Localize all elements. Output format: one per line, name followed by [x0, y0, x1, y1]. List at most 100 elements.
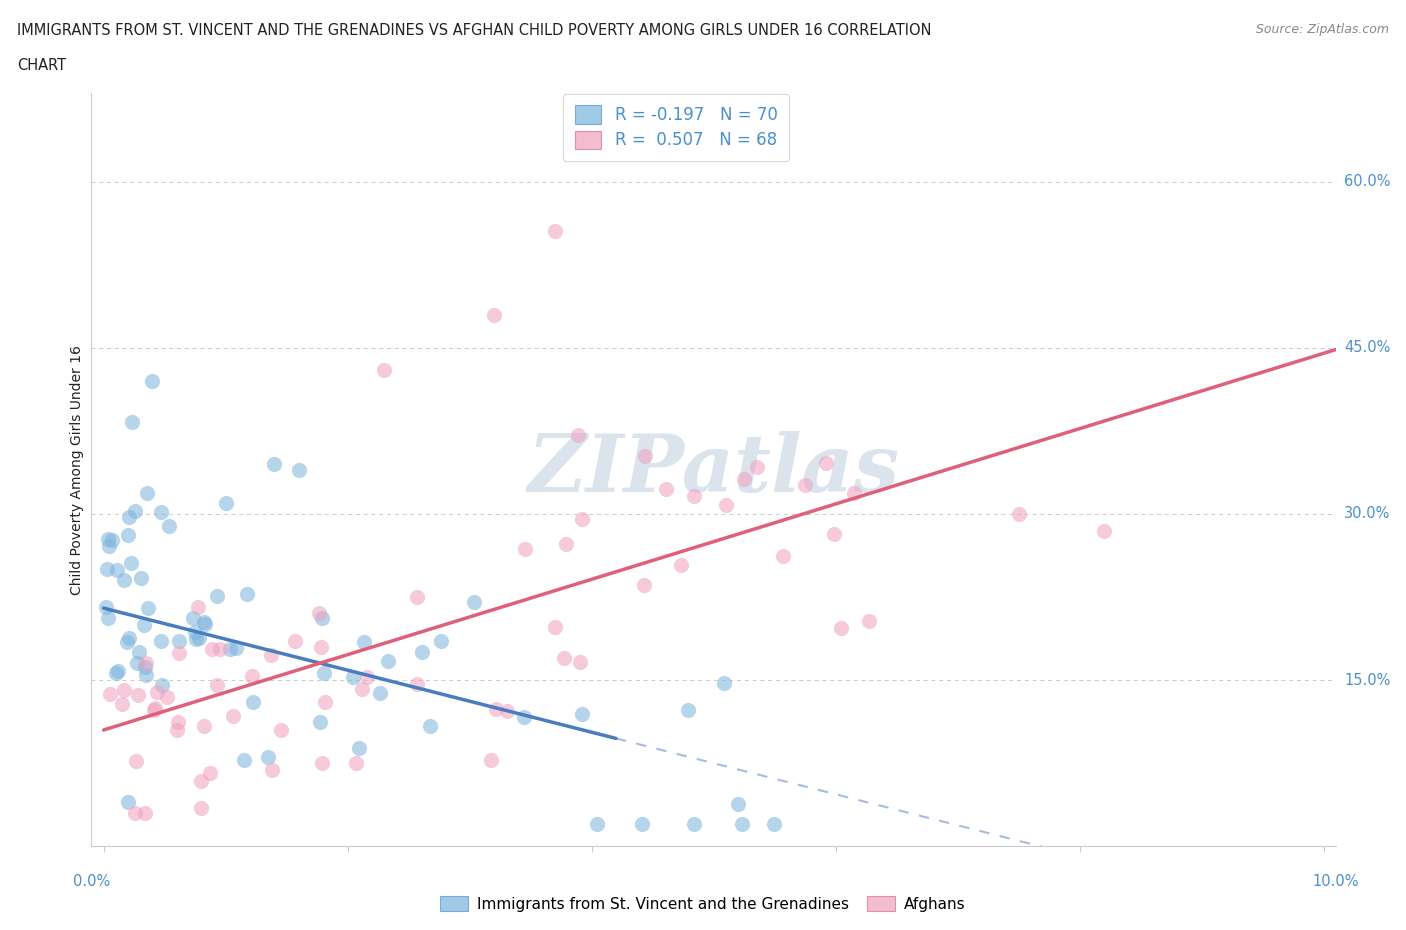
Point	[232, 752, 254, 767]
Text: CHART: CHART	[17, 58, 66, 73]
Point	[125, 655, 148, 670]
Point	[270, 723, 292, 737]
Point	[97, 531, 120, 546]
Point	[190, 800, 212, 815]
Point	[733, 472, 755, 486]
Point	[190, 774, 212, 789]
Point	[184, 631, 207, 646]
Point	[567, 428, 589, 443]
Point	[219, 642, 242, 657]
Point	[98, 687, 121, 702]
Point	[166, 714, 188, 729]
Point	[136, 601, 159, 616]
Point	[135, 656, 157, 671]
Point	[128, 644, 150, 659]
Point	[482, 307, 505, 322]
Point	[201, 642, 224, 657]
Point	[96, 599, 118, 614]
Point	[1007, 507, 1029, 522]
Point	[134, 660, 156, 675]
Point	[842, 486, 865, 501]
Point	[342, 670, 364, 684]
Point	[167, 634, 190, 649]
Point	[242, 695, 264, 710]
Point	[150, 677, 173, 692]
Point	[124, 753, 146, 768]
Point	[411, 644, 433, 659]
Point	[311, 755, 333, 770]
Point	[129, 570, 152, 585]
Text: 45.0%: 45.0%	[1344, 340, 1391, 355]
Point	[118, 510, 141, 525]
Point	[124, 805, 146, 820]
Point	[571, 512, 593, 526]
Text: 10.0%: 10.0%	[1312, 874, 1360, 889]
Point	[117, 794, 139, 809]
Point	[308, 605, 330, 620]
Point	[544, 224, 567, 239]
Point	[257, 750, 280, 764]
Point	[262, 763, 284, 777]
Point	[463, 594, 485, 609]
Point	[205, 678, 228, 693]
Point	[762, 817, 785, 831]
Point	[513, 710, 536, 724]
Point	[311, 611, 333, 626]
Point	[156, 690, 179, 705]
Point	[586, 817, 609, 831]
Point	[633, 449, 655, 464]
Point	[141, 374, 163, 389]
Point	[205, 589, 228, 604]
Point	[631, 817, 654, 831]
Point	[117, 527, 139, 542]
Point	[167, 645, 190, 660]
Point	[193, 719, 215, 734]
Point	[571, 706, 593, 721]
Point	[815, 456, 838, 471]
Point	[309, 714, 332, 729]
Text: Source: ZipAtlas.com: Source: ZipAtlas.com	[1256, 23, 1389, 36]
Point	[115, 634, 138, 649]
Point	[134, 805, 156, 820]
Point	[655, 482, 678, 497]
Point	[419, 718, 441, 733]
Point	[830, 621, 852, 636]
Text: 30.0%: 30.0%	[1344, 507, 1391, 522]
Point	[745, 459, 768, 474]
Point	[1092, 524, 1115, 538]
Point	[149, 504, 172, 519]
Point	[287, 462, 309, 477]
Point	[479, 752, 502, 767]
Point	[350, 681, 373, 696]
Point	[368, 685, 391, 700]
Point	[107, 664, 129, 679]
Point	[772, 548, 794, 563]
Point	[96, 562, 118, 577]
Point	[858, 614, 880, 629]
Point	[222, 708, 245, 723]
Point	[823, 526, 845, 541]
Point	[353, 634, 375, 649]
Point	[496, 703, 519, 718]
Point	[731, 817, 754, 831]
Point	[135, 486, 157, 501]
Point	[676, 702, 699, 717]
Point	[225, 641, 247, 656]
Point	[515, 541, 537, 556]
Point	[569, 655, 592, 670]
Point	[194, 617, 217, 631]
Point	[314, 666, 336, 681]
Point	[112, 573, 135, 588]
Point	[284, 633, 307, 648]
Legend: R = -0.197   N = 70, R =  0.507   N = 68: R = -0.197 N = 70, R = 0.507 N = 68	[564, 94, 789, 161]
Point	[430, 633, 453, 648]
Point	[188, 631, 211, 645]
Point	[146, 684, 169, 699]
Text: IMMIGRANTS FROM ST. VINCENT AND THE GRENADINES VS AFGHAN CHILD POVERTY AMONG GIR: IMMIGRANTS FROM ST. VINCENT AND THE GREN…	[17, 23, 931, 38]
Y-axis label: Child Poverty Among Girls Under 16: Child Poverty Among Girls Under 16	[70, 345, 84, 594]
Point	[193, 614, 215, 629]
Point	[166, 723, 188, 737]
Legend: Immigrants from St. Vincent and the Grenadines, Afghans: Immigrants from St. Vincent and the Gren…	[434, 889, 972, 918]
Point	[112, 683, 135, 698]
Point	[633, 578, 655, 592]
